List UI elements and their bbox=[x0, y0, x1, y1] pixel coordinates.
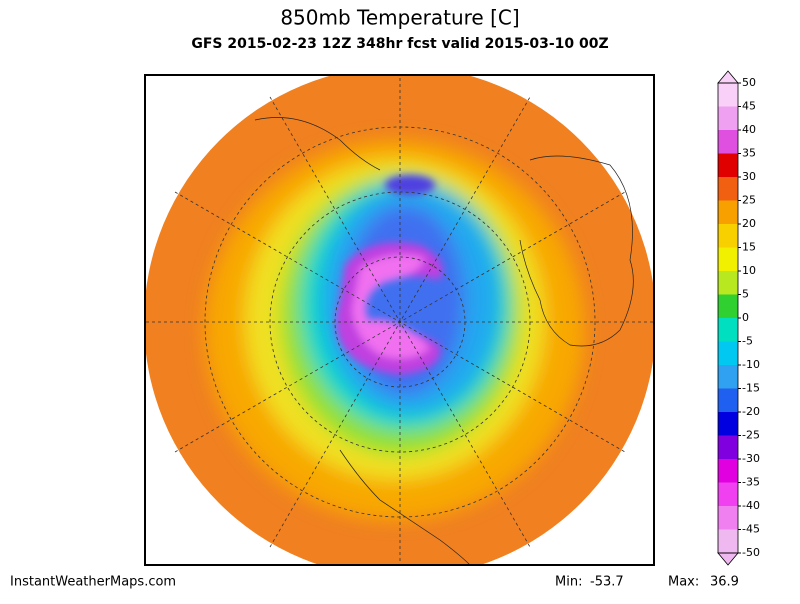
max-value: 36.9 bbox=[710, 575, 739, 590]
colorbar-tick-label: 20 bbox=[742, 217, 756, 230]
colorbar-band bbox=[718, 482, 738, 506]
colorbar-tick-label: -50 bbox=[742, 546, 760, 559]
colorbar-tick-label: 25 bbox=[742, 194, 756, 207]
colorbar-band bbox=[718, 529, 738, 553]
colorbar-tick-label: -20 bbox=[742, 405, 760, 418]
colorbar-tick-label: 40 bbox=[742, 123, 756, 136]
title: 850mb Temperature [C] bbox=[280, 6, 519, 30]
colorbar-tick-label: 15 bbox=[742, 241, 756, 254]
colorbar-tick-label: -5 bbox=[742, 335, 753, 348]
colorbar-tick-label: -40 bbox=[742, 499, 760, 512]
min-value: -53.7 bbox=[590, 575, 624, 590]
colorbar-tick-label: 0 bbox=[742, 311, 749, 324]
max-label: Max: bbox=[668, 575, 699, 590]
colorbar-band bbox=[718, 341, 738, 365]
map-frame bbox=[144, 74, 655, 566]
colorbar-band bbox=[718, 200, 738, 224]
colorbar-tick-label: -25 bbox=[742, 429, 760, 442]
colorbar-band bbox=[718, 130, 738, 154]
map bbox=[145, 75, 654, 565]
colorbar-tick-label: 30 bbox=[742, 170, 756, 183]
colorbar-band bbox=[718, 106, 738, 130]
colorbar-band bbox=[718, 388, 738, 412]
colorbar-tick-label: -35 bbox=[742, 476, 760, 489]
colorbar-cap-bottom bbox=[717, 552, 739, 566]
colorbar-band bbox=[718, 224, 738, 248]
colorbar-tick-label: 10 bbox=[742, 264, 756, 277]
colorbar-band bbox=[718, 177, 738, 201]
graticule bbox=[145, 75, 654, 565]
colorbar-tick-label: 5 bbox=[742, 288, 749, 301]
colorbar: 50454035302520151050-5-10-15-20-25-30-35… bbox=[717, 70, 760, 566]
colorbar-band bbox=[718, 294, 738, 318]
colorbar-tick-label: -10 bbox=[742, 358, 760, 371]
min-label: Min: bbox=[555, 575, 582, 590]
colorbar-tick-label: -45 bbox=[742, 523, 760, 536]
colorbar-tick-label: 50 bbox=[742, 76, 756, 89]
colorbar-tick-label: -15 bbox=[742, 382, 760, 395]
colorbar-band bbox=[718, 318, 738, 342]
colorbar-band bbox=[718, 459, 738, 483]
colorbar-band bbox=[718, 153, 738, 177]
colorbar-band bbox=[718, 83, 738, 107]
colorbar-band bbox=[718, 506, 738, 530]
colorbar-tick-label: -30 bbox=[742, 452, 760, 465]
colorbar-band bbox=[718, 365, 738, 389]
colorbar-band bbox=[718, 412, 738, 436]
site-credit: InstantWeatherMaps.com bbox=[10, 575, 176, 590]
colorbar-band bbox=[718, 435, 738, 459]
subtitle: GFS 2015-02-23 12Z 348hr fcst valid 2015… bbox=[191, 36, 608, 52]
colorbar-band bbox=[718, 271, 738, 295]
coastlines bbox=[254, 117, 634, 565]
colorbar-cap-top bbox=[717, 70, 739, 84]
colorbar-tick-label: 45 bbox=[742, 100, 756, 113]
colorbar-band bbox=[718, 247, 738, 271]
colorbar-tick-label: 35 bbox=[742, 147, 756, 160]
